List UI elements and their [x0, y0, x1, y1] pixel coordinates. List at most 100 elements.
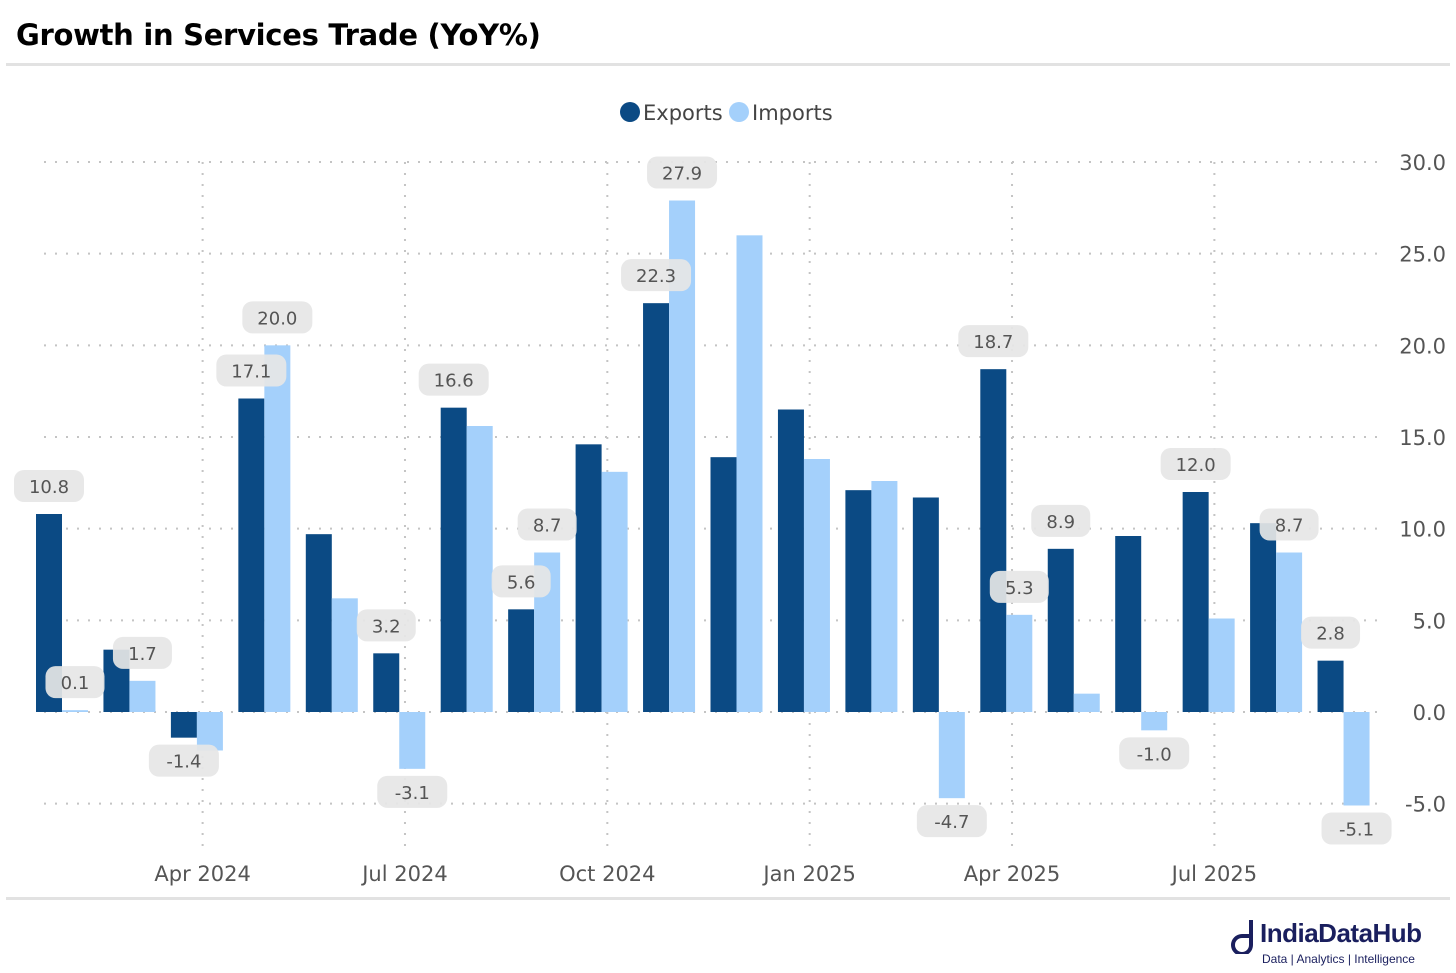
legend-imports-marker	[729, 102, 749, 122]
data-label-bg	[112, 636, 172, 669]
chart-title: Growth in Services Trade (YoY%)	[16, 18, 541, 52]
imports-bar	[1006, 614, 1033, 712]
y-tick-label: 10.0	[1399, 518, 1446, 542]
x-tick-label: Jul 2024	[360, 862, 447, 886]
imports-bar	[1141, 712, 1168, 731]
x-tick-label: Jan 2025	[761, 862, 856, 886]
data-label-bg	[1259, 508, 1319, 541]
exports-bar	[1115, 536, 1142, 712]
data-label-bg	[216, 354, 287, 387]
exports-bar	[643, 303, 670, 712]
brand-mark-icon	[1231, 920, 1253, 954]
imports-bar	[736, 235, 763, 713]
x-tick-label: Apr 2024	[154, 862, 250, 886]
brand-tagline: Data | Analytics | Intelligence	[1262, 952, 1415, 966]
data-label: 12.0	[1176, 455, 1216, 476]
data-label: 17.1	[231, 362, 271, 383]
data-label-bg	[647, 156, 718, 189]
data-label: -3.1	[395, 783, 430, 804]
data-label-bg	[242, 301, 313, 334]
imports-bar	[264, 345, 291, 712]
exports-bar	[1317, 660, 1344, 712]
bar-chart: 30.0 25.0 20.0 15.0 10.0 5.0 0.0 -5.0 Apr 2024 Ju…	[14, 101, 1446, 886]
imports-bar	[129, 680, 156, 712]
data-label-bg	[14, 470, 84, 502]
imports-bar	[871, 481, 898, 712]
data-label-bg	[45, 666, 105, 699]
data-label: 3.2	[372, 616, 401, 637]
data-label: 16.6	[434, 371, 474, 392]
exports-bar	[373, 653, 400, 712]
y-tick-label: -5.0	[1405, 793, 1446, 817]
data-label-bg	[418, 363, 489, 396]
data-label-bg	[517, 508, 577, 541]
exports-bar	[980, 369, 1007, 712]
imports-bar	[196, 712, 223, 751]
data-label: 5.6	[507, 572, 536, 593]
data-label: 22.3	[636, 266, 676, 287]
data-label: 5.3	[1005, 578, 1034, 599]
exports-bar	[440, 407, 467, 712]
x-tick-label: Apr 2025	[964, 862, 1060, 886]
imports-bar	[1343, 712, 1370, 806]
exports-bar	[1182, 492, 1209, 712]
data-label: -1.4	[166, 752, 201, 773]
exports-bar	[1047, 548, 1074, 712]
imports-bar	[601, 471, 628, 712]
data-label-bg	[148, 744, 219, 777]
exports-bar	[845, 490, 872, 712]
data-label: 10.8	[29, 477, 69, 498]
legend-imports-label: Imports	[752, 101, 833, 125]
data-label: 18.7	[973, 332, 1013, 353]
data-label-bg	[1031, 504, 1091, 537]
data-label-bg	[989, 570, 1049, 603]
data-label-bg	[1301, 616, 1361, 649]
data-label: 20.0	[257, 308, 297, 329]
exports-bar	[238, 398, 265, 712]
exports-bar	[508, 609, 535, 712]
imports-bar	[466, 426, 493, 712]
data-label: 2.8	[1316, 624, 1345, 645]
data-label-bg	[1321, 812, 1392, 845]
y-tick-label: 15.0	[1399, 426, 1446, 450]
exports-bar	[170, 712, 197, 738]
data-label: -5.1	[1339, 820, 1374, 841]
y-tick-label: 0.0	[1413, 701, 1446, 725]
imports-bar	[1073, 693, 1100, 712]
y-tick-label: 5.0	[1413, 609, 1446, 633]
data-label-bg	[1160, 448, 1231, 480]
data-label: 1.7	[128, 644, 157, 665]
exports-bar	[1250, 523, 1277, 712]
data-label: 8.7	[1275, 516, 1304, 537]
data-label-bg	[491, 565, 551, 598]
imports-bar	[1276, 552, 1303, 712]
exports-bar	[710, 457, 737, 712]
legend-exports-label: Exports	[643, 101, 723, 125]
footer-divider	[6, 897, 1450, 900]
data-label: 8.9	[1046, 512, 1075, 533]
brand-name: IndiaDataHub	[1260, 918, 1422, 948]
exports-bar	[575, 444, 602, 712]
legend-exports-marker	[620, 102, 640, 122]
imports-bar	[399, 712, 426, 769]
imports-bar	[803, 459, 830, 712]
data-label-bg	[958, 325, 1029, 358]
data-label: 0.1	[61, 673, 90, 694]
data-label-bg	[356, 609, 416, 642]
exports-bar	[777, 409, 804, 712]
y-tick-label: 30.0	[1399, 151, 1446, 175]
data-label-bg	[1119, 737, 1190, 770]
data-label-bg	[377, 775, 448, 808]
data-label-bg	[916, 805, 987, 838]
y-tick-label: 25.0	[1399, 243, 1446, 267]
imports-bar	[62, 710, 88, 712]
imports-bar	[1208, 618, 1235, 712]
data-label: 27.9	[662, 164, 702, 185]
brand-logo: IndiaDataHub Data | Analytics | Intellig…	[1228, 916, 1448, 970]
data-label: -1.0	[1137, 744, 1172, 765]
y-tick-label: 20.0	[1399, 334, 1446, 358]
imports-bar	[331, 598, 358, 712]
data-label: 8.7	[533, 516, 562, 537]
exports-bar	[912, 497, 939, 712]
data-label-bg	[621, 259, 692, 292]
